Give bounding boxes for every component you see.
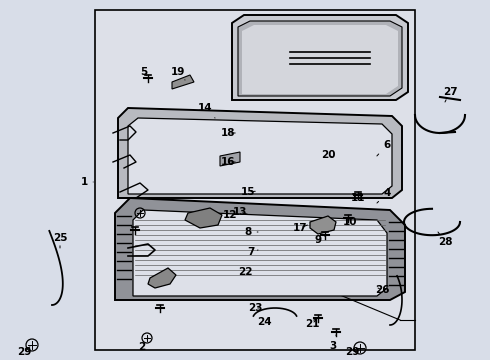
Polygon shape: [232, 15, 408, 100]
Text: 23: 23: [248, 303, 262, 313]
Polygon shape: [115, 198, 405, 300]
Polygon shape: [310, 216, 336, 234]
Text: 16: 16: [221, 157, 235, 167]
Text: 6: 6: [377, 140, 391, 156]
Polygon shape: [242, 25, 398, 94]
Text: 12: 12: [223, 210, 237, 220]
Text: 18: 18: [221, 128, 235, 138]
Polygon shape: [128, 118, 392, 194]
Text: 1: 1: [80, 177, 93, 187]
Text: 7: 7: [247, 247, 258, 257]
Text: 20: 20: [321, 150, 335, 160]
Text: 22: 22: [238, 267, 252, 277]
Text: 28: 28: [438, 232, 452, 247]
Polygon shape: [148, 268, 176, 288]
Text: 2: 2: [138, 338, 148, 352]
Polygon shape: [118, 108, 402, 198]
Text: 10: 10: [343, 217, 357, 227]
Text: 5: 5: [140, 67, 147, 77]
Polygon shape: [238, 21, 402, 96]
Text: 29: 29: [345, 347, 359, 357]
Text: 25: 25: [53, 233, 67, 248]
Text: 27: 27: [442, 87, 457, 102]
Text: 3: 3: [329, 335, 337, 351]
Text: 9: 9: [315, 235, 326, 245]
Text: 13: 13: [233, 207, 247, 217]
Polygon shape: [133, 210, 387, 296]
Text: 26: 26: [375, 285, 389, 295]
Text: 11: 11: [351, 193, 365, 203]
Text: 24: 24: [257, 317, 271, 327]
Text: 17: 17: [293, 223, 307, 233]
Bar: [95, 10, 415, 350]
Polygon shape: [185, 208, 222, 228]
Polygon shape: [220, 152, 240, 166]
Text: 8: 8: [245, 227, 258, 237]
Polygon shape: [172, 75, 194, 89]
Text: 19: 19: [171, 67, 185, 80]
Text: 14: 14: [197, 103, 215, 118]
Text: 21: 21: [305, 319, 319, 329]
Text: 4: 4: [377, 188, 391, 203]
Text: 29: 29: [17, 347, 31, 357]
Text: 15: 15: [241, 187, 255, 197]
